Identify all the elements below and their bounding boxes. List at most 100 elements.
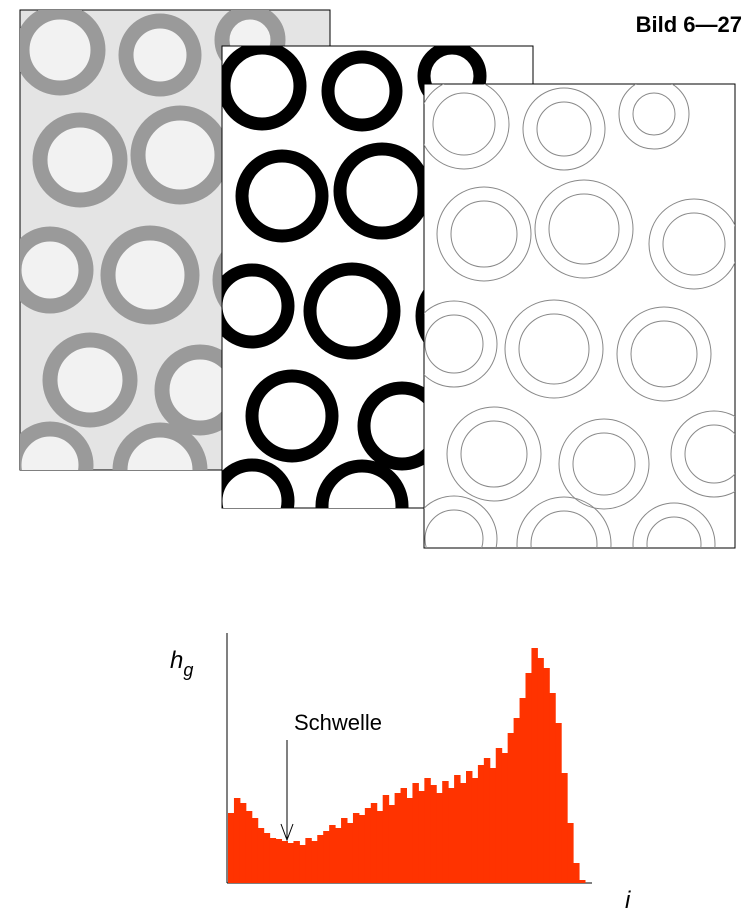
- histogram-bar: [561, 773, 568, 883]
- ring-inner: [460, 420, 528, 488]
- histogram-bar: [329, 825, 336, 883]
- histogram-bar: [347, 823, 354, 883]
- histogram-bar: [519, 698, 526, 883]
- ring-outer: [436, 186, 532, 282]
- histogram-bar: [335, 828, 342, 883]
- ring-outer: [616, 306, 712, 402]
- histogram-bar: [495, 748, 503, 883]
- ring: [222, 46, 307, 131]
- threshold-annotation: Schwelle: [294, 710, 382, 735]
- ring-inner: [646, 516, 702, 548]
- histogram-bar: [388, 805, 396, 883]
- ring-outer: [522, 87, 606, 171]
- histogram-bar: [471, 778, 479, 883]
- ring: [333, 142, 431, 240]
- histogram-bar: [466, 771, 473, 883]
- ring-inner: [632, 92, 676, 136]
- ring-outer: [424, 495, 498, 548]
- ring: [235, 149, 329, 243]
- histogram-bar: [412, 783, 419, 883]
- histogram-bar: [418, 791, 425, 883]
- histogram-bar: [549, 693, 556, 883]
- ring: [222, 263, 295, 349]
- ring-outer: [670, 410, 735, 498]
- edge-rings: [424, 84, 735, 548]
- histogram-bar: [233, 798, 241, 883]
- ring: [118, 13, 202, 97]
- histogram-bar: [341, 818, 348, 883]
- histogram-bar: [448, 788, 455, 883]
- ring-outer: [648, 198, 735, 290]
- histogram-bar: [454, 775, 461, 883]
- ring: [32, 112, 128, 208]
- histogram-bar: [513, 718, 521, 883]
- ring-inner: [630, 320, 698, 388]
- ring-inner: [432, 92, 496, 156]
- ring-outer: [516, 496, 612, 548]
- y-label-subscript: g: [183, 660, 193, 680]
- ring-inner: [518, 313, 590, 385]
- ring-outer: [504, 299, 604, 399]
- histogram-bar: [460, 783, 467, 883]
- histogram-bar: [228, 813, 235, 883]
- histogram-bar: [579, 880, 586, 883]
- histogram-bar: [317, 835, 324, 883]
- histogram-bar: [543, 668, 550, 883]
- histogram-bar: [358, 815, 366, 883]
- ring-inner: [424, 509, 484, 548]
- histogram-bar: [400, 788, 407, 883]
- ring-inner: [684, 424, 735, 484]
- histogram-bar: [293, 841, 300, 883]
- histogram-bar: [287, 843, 294, 883]
- histogram: [228, 648, 586, 883]
- x-axis-label: i: [625, 887, 631, 912]
- histogram-bar: [299, 845, 306, 883]
- ring: [20, 421, 94, 470]
- ring: [303, 262, 401, 360]
- histogram-bar: [370, 803, 378, 883]
- histogram-bar: [489, 768, 497, 883]
- ring: [222, 458, 295, 508]
- histogram-bar: [382, 795, 390, 883]
- histogram-bar: [305, 838, 312, 883]
- y-axis-label: hg: [170, 647, 193, 680]
- ring-inner: [662, 212, 726, 276]
- histogram-bar: [555, 723, 562, 883]
- ring-outer: [632, 502, 716, 548]
- ring: [20, 226, 94, 314]
- ring: [20, 10, 106, 96]
- ring-inner: [536, 101, 592, 157]
- histogram-bar: [311, 841, 318, 883]
- y-label-main: h: [170, 647, 183, 674]
- histogram-bar: [430, 785, 437, 883]
- ring: [42, 332, 138, 428]
- histogram-bar: [424, 778, 431, 883]
- ring-outer: [618, 84, 690, 150]
- ring: [315, 459, 409, 508]
- histogram-bar: [245, 811, 253, 883]
- histogram-bar: [436, 793, 443, 883]
- ring-outer: [534, 179, 634, 279]
- ring-outer: [446, 406, 542, 502]
- histogram-bar: [269, 838, 277, 883]
- histogram-bar: [406, 798, 413, 883]
- histogram-bar: [483, 758, 491, 883]
- histogram-bar: [537, 658, 544, 883]
- histogram-bar: [442, 781, 449, 883]
- histogram-bar: [251, 818, 259, 883]
- ring-inner: [530, 510, 598, 548]
- histogram-bar: [507, 733, 515, 883]
- histogram-bar: [281, 841, 288, 883]
- ring-inner: [424, 314, 484, 374]
- ring-inner: [450, 200, 518, 268]
- histogram-bar: [376, 811, 384, 883]
- ring: [130, 105, 230, 205]
- arrow-head: [280, 823, 294, 842]
- ring-inner: [548, 193, 620, 265]
- ring-outer: [424, 300, 498, 388]
- ring: [321, 50, 403, 132]
- ring: [112, 422, 208, 470]
- histogram-bar: [275, 839, 283, 883]
- histogram-bar: [323, 831, 330, 883]
